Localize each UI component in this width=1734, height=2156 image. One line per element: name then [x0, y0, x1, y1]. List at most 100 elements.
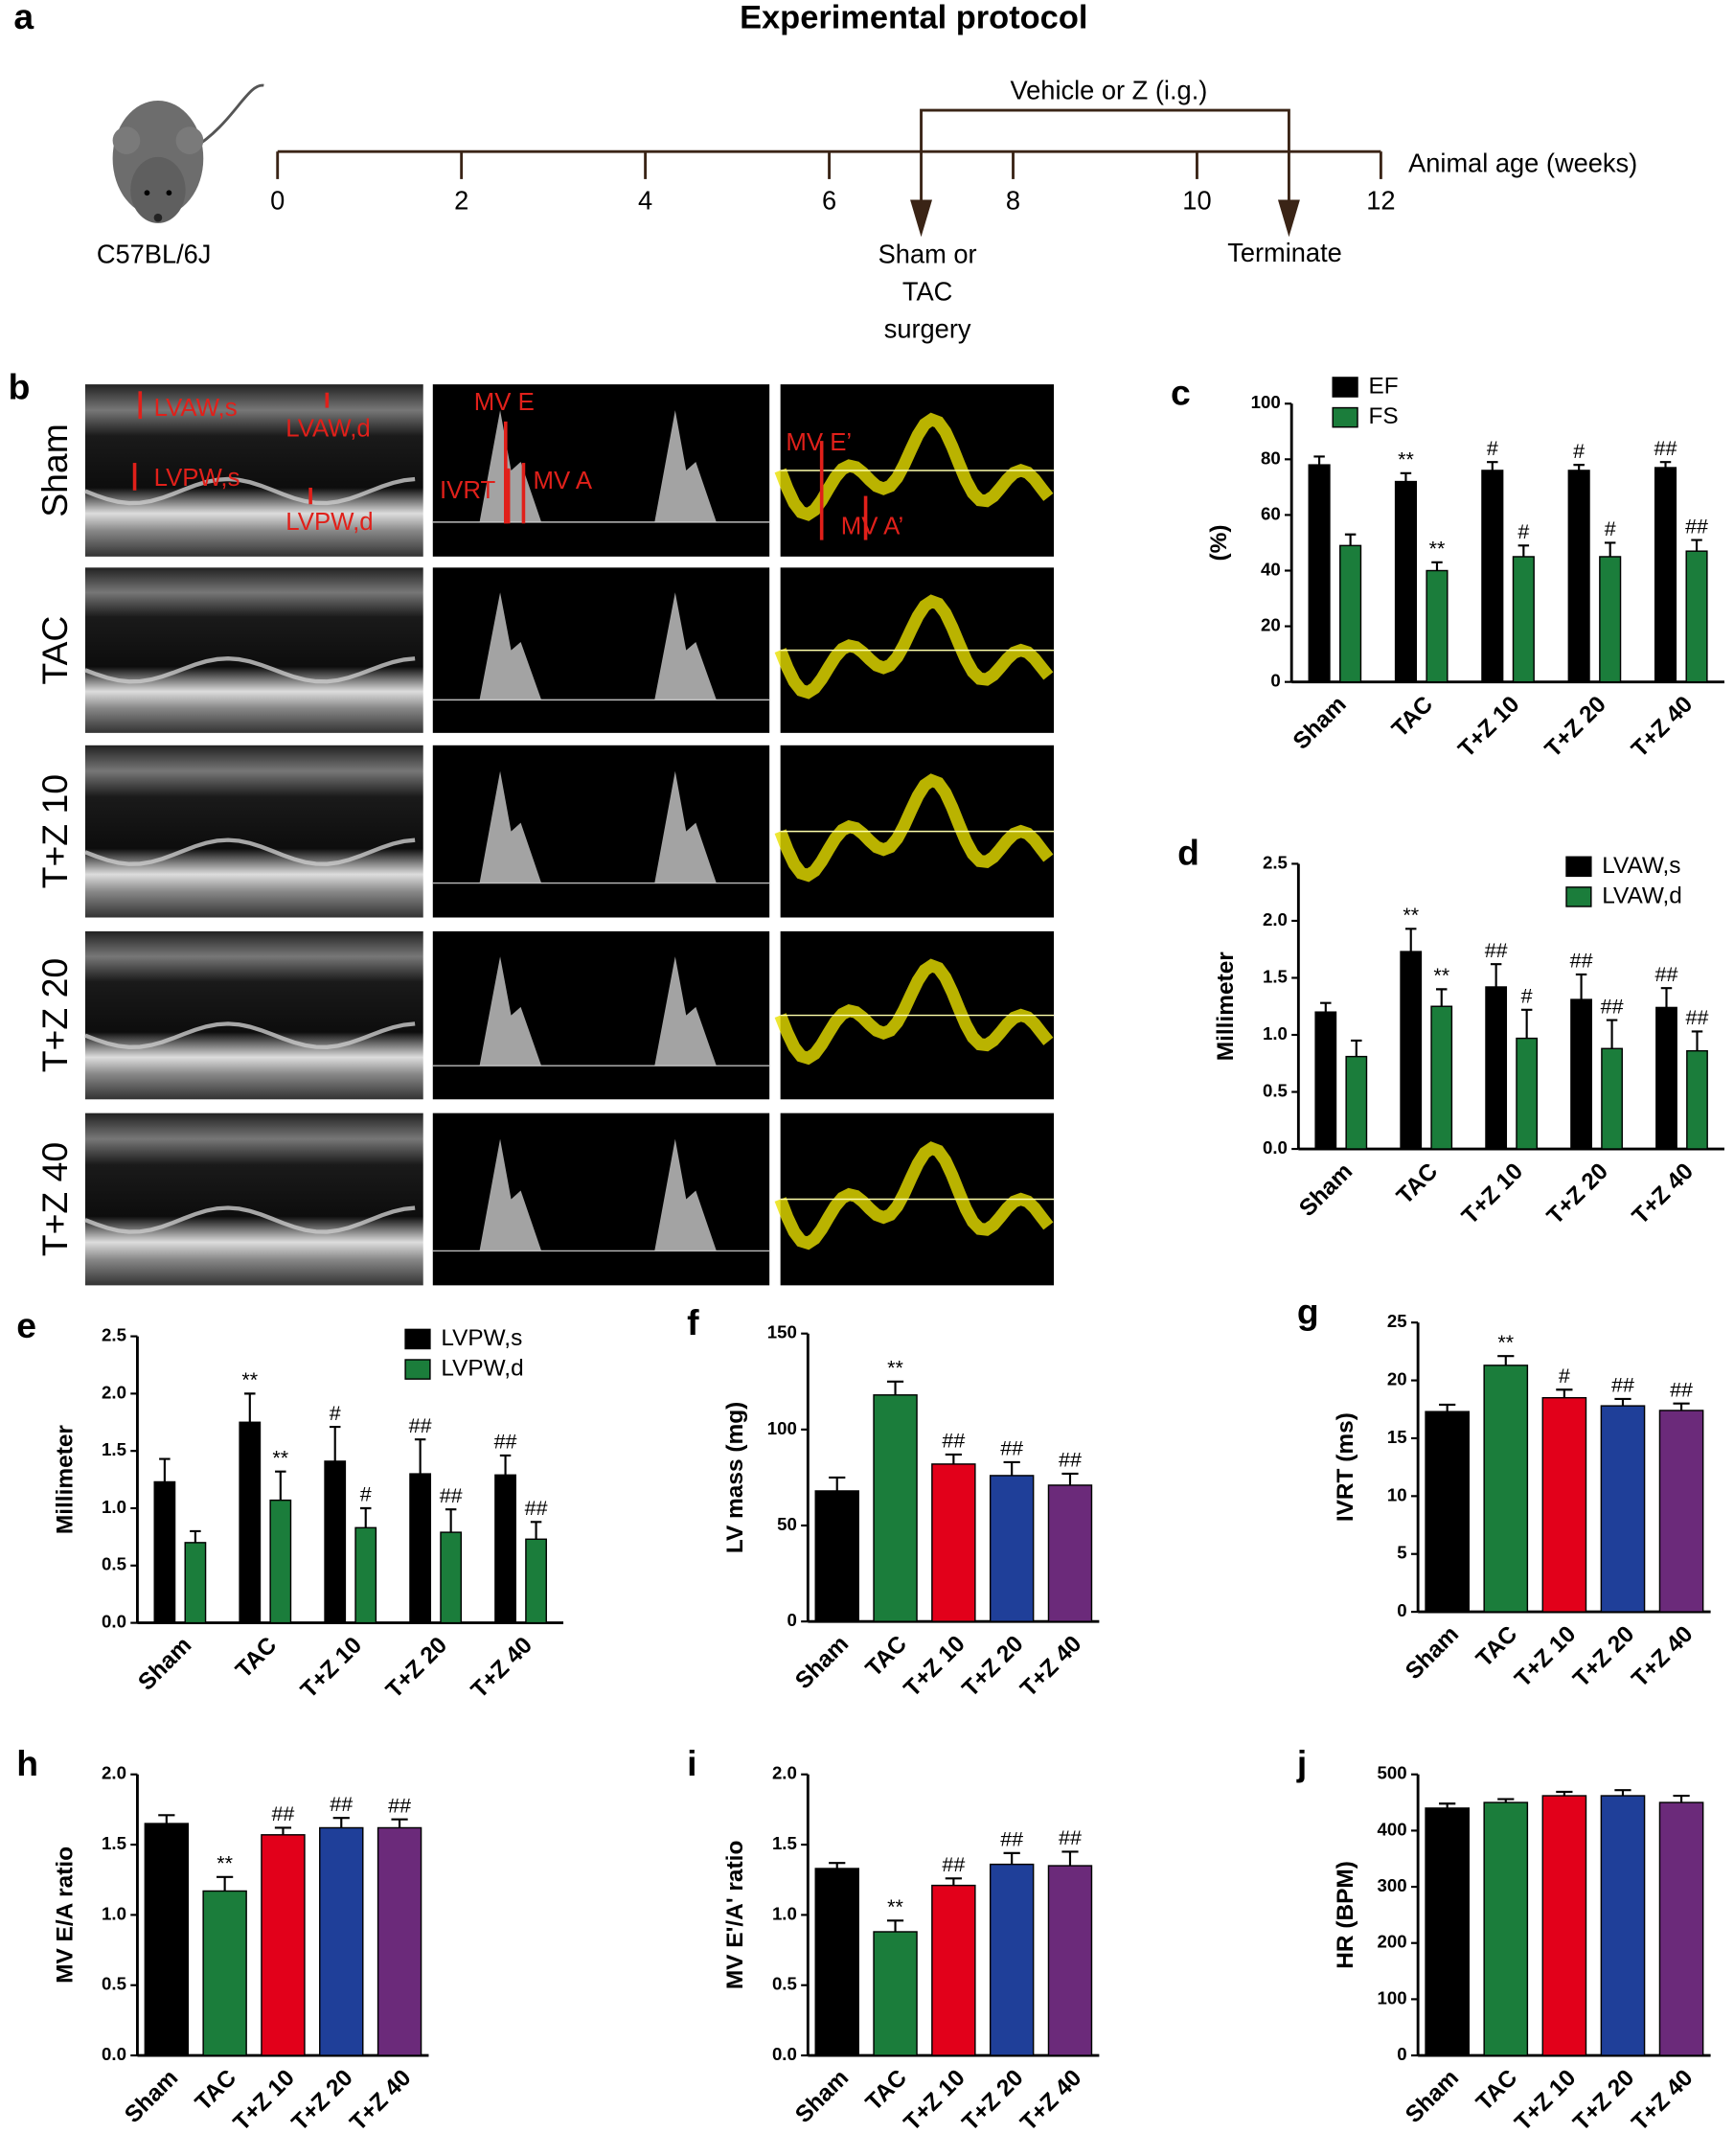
- error-bar: [1497, 1355, 1515, 1365]
- x-tick-label: Sham: [120, 2065, 183, 2128]
- significance-label: **: [272, 1446, 288, 1469]
- y-tick-label: 20: [1387, 1368, 1407, 1388]
- doppler-peak: [479, 956, 542, 1067]
- echo-annotation: MV A’: [841, 513, 903, 539]
- significance-label: #: [1521, 985, 1533, 1008]
- error-bar: [829, 1862, 846, 1869]
- error-bar: [244, 1392, 256, 1423]
- bar: [261, 1834, 306, 2056]
- timeline-tick-label: 0: [270, 186, 285, 216]
- y-tick-label: 1.0: [102, 1497, 126, 1517]
- error-bar: [1436, 988, 1448, 1007]
- error-bar: [274, 1826, 292, 1835]
- bar: [1600, 1795, 1646, 2056]
- bar: [494, 1474, 516, 1624]
- echo-annotation: MV E: [474, 389, 535, 416]
- bar: [1658, 1410, 1704, 1613]
- error-bar: [391, 1818, 408, 1828]
- y-tick-label: 500: [1378, 1763, 1407, 1783]
- doppler-image: [432, 1112, 770, 1286]
- bar: [202, 1890, 247, 2056]
- error-bar: [1520, 1008, 1533, 1039]
- timeline-tick-label: 10: [1182, 186, 1211, 216]
- x-tick-label: Sham: [790, 2065, 854, 2128]
- panel-letter: f: [687, 1302, 699, 1342]
- y-tick-label: 1.5: [772, 1833, 797, 1853]
- error-bar: [886, 1380, 904, 1395]
- bar: [1516, 1037, 1539, 1150]
- error-bar: [158, 1814, 175, 1824]
- significance-label: **: [1429, 538, 1446, 561]
- bar: [1541, 1396, 1587, 1613]
- x-tick-label: T+Z 20: [381, 1632, 452, 1703]
- row-label: TAC: [34, 616, 75, 685]
- bar: [1541, 1795, 1587, 2056]
- bar: [1339, 544, 1362, 683]
- y-tick-label: 150: [767, 1322, 797, 1342]
- doppler-peak: [479, 1138, 542, 1251]
- legend-label: EF: [1368, 373, 1398, 399]
- doppler-peak: [479, 410, 542, 522]
- bar: [931, 1463, 976, 1622]
- mouse-icon: [112, 83, 264, 223]
- echo-annotation: MV E’: [786, 429, 852, 456]
- error-bar: [1691, 1030, 1703, 1051]
- x-tick-label: TAC: [861, 2065, 912, 2116]
- error-bar: [1604, 541, 1616, 557]
- error-bar: [530, 1521, 542, 1540]
- legend-swatch: [1332, 377, 1358, 398]
- error-bar: [1497, 1798, 1515, 1803]
- error-bar: [1487, 461, 1498, 470]
- bar: [1394, 480, 1418, 683]
- row-label: Sham: [34, 424, 75, 517]
- y-tick-label: 2.0: [1263, 909, 1288, 929]
- significance-label: **: [1497, 1331, 1514, 1354]
- y-tick-label: 1.5: [102, 1439, 126, 1459]
- doppler-peak: [654, 410, 717, 522]
- x-tick-label: Sham: [1294, 1158, 1358, 1222]
- y-tick-label: 1.5: [1263, 966, 1288, 986]
- panel-letter: a: [13, 0, 34, 36]
- y-tick-label: 15: [1387, 1427, 1407, 1447]
- significance-label: ##: [1000, 1828, 1023, 1851]
- x-tick-label: TAC: [1472, 1621, 1522, 1672]
- x-tick-label: T+Z 20: [957, 2065, 1028, 2136]
- bar: [239, 1421, 262, 1624]
- echo-annotation: LVAW,d: [285, 415, 370, 442]
- significance-label: ##: [1670, 1378, 1693, 1401]
- surgery-label: surgery: [884, 313, 971, 343]
- significance-label: ##: [942, 1430, 965, 1453]
- error-bar: [217, 1875, 234, 1892]
- mmode-wall: [84, 1021, 416, 1049]
- error-bar: [1439, 1802, 1456, 1808]
- bar: [1567, 470, 1590, 683]
- significance-label: **: [887, 1895, 903, 1918]
- x-tick-label: T+Z 10: [229, 2065, 300, 2136]
- x-tick-label: Sham: [1401, 2065, 1464, 2128]
- significance-label: ##: [1685, 515, 1708, 538]
- bar: [1685, 550, 1708, 683]
- error-bar: [1517, 544, 1530, 557]
- significance-label: #: [1517, 520, 1529, 543]
- tissue-wave: [774, 1141, 1054, 1250]
- panel-letter: d: [1177, 833, 1199, 873]
- x-tick-label: TAC: [861, 1631, 912, 1682]
- error-bar: [1400, 471, 1412, 482]
- significance-label: #: [330, 1402, 341, 1425]
- y-tick-label: 5: [1397, 1543, 1406, 1563]
- y-tick-label: 40: [1261, 559, 1281, 579]
- panel-letter: j: [1296, 1743, 1307, 1783]
- x-tick-label: T+Z 10: [900, 1631, 970, 1702]
- surgery-label: Sham or: [878, 240, 977, 269]
- significance-label: ##: [271, 1802, 294, 1825]
- y-tick-label: 0.0: [102, 2044, 126, 2064]
- y-tick-label: 400: [1378, 1819, 1407, 1839]
- doppler-peak: [654, 592, 717, 700]
- error-bar: [359, 1506, 372, 1528]
- legend-swatch: [404, 1359, 431, 1380]
- error-bar: [829, 1476, 846, 1491]
- significance-label: **: [1403, 904, 1419, 927]
- bar: [931, 1884, 976, 2056]
